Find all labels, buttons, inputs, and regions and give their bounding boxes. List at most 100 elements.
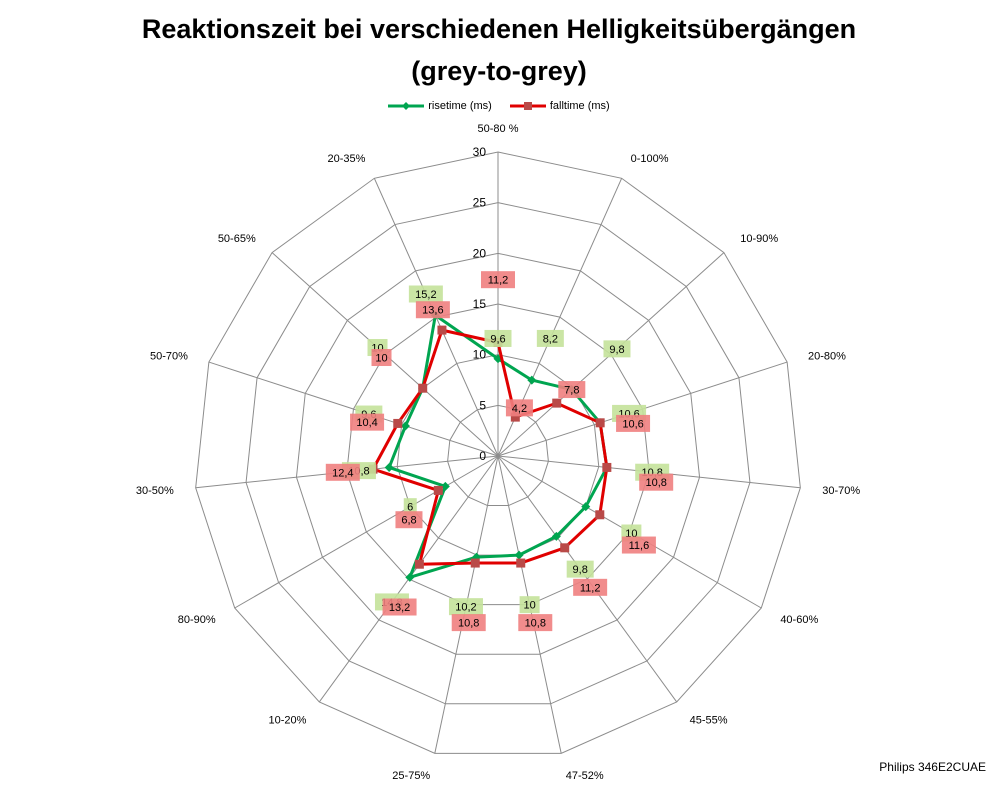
falltime-label-box — [371, 349, 392, 367]
risetime-data-label: 10 — [523, 600, 535, 612]
legend-label-falltime: falltime (ms) — [549, 100, 610, 112]
grid-ring-15 — [346, 303, 650, 606]
falltime-point — [393, 418, 403, 428]
legend-item-falltime: falltime (ms) — [509, 100, 610, 112]
falltime-point — [602, 462, 612, 472]
category-label: 20-80% — [808, 350, 846, 362]
category-label: 40-60% — [780, 614, 818, 626]
falltime-data-label: 11,2 — [580, 582, 601, 594]
falltime-data-label: 11,6 — [629, 540, 650, 552]
falltime-label-box — [415, 301, 450, 319]
falltime-label-box — [573, 578, 608, 596]
spoke-12 — [208, 361, 499, 457]
risetime-data-label: 8,2 — [543, 333, 558, 345]
category-label: 10-90% — [740, 233, 778, 245]
category-label: 47-52% — [566, 770, 604, 782]
falltime-point — [470, 558, 480, 568]
chart-title: Reaktionszeit bei verschiedenen Helligke… — [0, 8, 998, 92]
category-label: 25-75% — [392, 770, 430, 782]
legend-item-risetime: risetime (ms) — [388, 100, 492, 112]
legend-marker-falltime — [509, 102, 546, 110]
risetime-label-box — [448, 598, 483, 616]
falltime-data-label: 10,4 — [356, 417, 377, 429]
risetime-point — [400, 421, 410, 431]
credit-text: Philips 346E2CUAE — [879, 760, 986, 774]
legend-label-risetime: risetime (ms) — [428, 100, 492, 112]
falltime-label-box — [518, 614, 553, 632]
series-line-falltime — [371, 328, 609, 566]
falltime-point — [437, 325, 447, 335]
series-line-risetime — [387, 313, 609, 579]
risetime-point — [384, 462, 394, 472]
risetime-label-box — [484, 329, 512, 347]
falltime-data-label: 7,8 — [564, 385, 579, 397]
category-label: 80-90% — [178, 614, 216, 626]
risetime-label-box — [408, 285, 443, 303]
risetime-data-label: 9,8 — [609, 344, 624, 356]
falltime-data-label: 11,2 — [488, 275, 509, 287]
r-tick-label: 30 — [473, 145, 487, 159]
r-tick-label: 5 — [479, 398, 486, 412]
risetime-label-box — [519, 596, 540, 614]
risetime-point — [440, 481, 450, 491]
r-tick-label: 15 — [473, 297, 487, 311]
r-tick-label: 10 — [473, 348, 487, 362]
falltime-point — [414, 559, 424, 569]
risetime-label-box — [566, 560, 594, 578]
falltime-data-label: 13,2 — [389, 602, 410, 614]
risetime-label-box — [403, 498, 417, 516]
category-label: 45-55% — [690, 715, 728, 727]
category-label: 0-100% — [631, 153, 669, 165]
r-tick-label: 20 — [473, 246, 487, 260]
risetime-data-label: 6 — [407, 502, 413, 514]
falltime-label-box — [382, 598, 417, 616]
falltime-label-box — [639, 473, 674, 491]
category-label: 50-65% — [218, 233, 256, 245]
falltime-data-label: 10 — [375, 353, 387, 365]
falltime-point — [595, 418, 605, 428]
risetime-point — [581, 502, 591, 512]
chart-title-line2: (grey-to-grey) — [411, 56, 587, 86]
grid-ring-25 — [245, 202, 751, 705]
falltime-point — [433, 485, 443, 495]
falltime-data-label: 13,6 — [422, 305, 443, 317]
category-label: 20-35% — [327, 153, 365, 165]
falltime-label-box — [505, 399, 533, 417]
r-tick-label: 0 — [479, 449, 486, 463]
falltime-label-box — [451, 614, 486, 632]
grid-ring-30 — [195, 151, 801, 754]
chart-title-line1: Reaktionszeit bei verschiedenen Helligke… — [141, 14, 857, 44]
falltime-data-label: 10,8 — [525, 618, 546, 630]
falltime-data-label: 10,8 — [645, 477, 666, 489]
risetime-point — [405, 572, 415, 582]
falltime-label-box — [558, 381, 586, 399]
risetime-label-box — [536, 329, 564, 347]
risetime-data-label: 15,2 — [415, 289, 436, 301]
falltime-data-label: 10,6 — [622, 418, 643, 430]
category-label: 30-50% — [136, 485, 174, 497]
category-label: 30-70% — [822, 485, 860, 497]
falltime-label-box — [395, 511, 423, 529]
falltime-point — [516, 558, 526, 568]
risetime-data-label: 10,2 — [455, 602, 476, 614]
falltime-point — [510, 412, 520, 422]
falltime-data-label: 6,8 — [401, 515, 416, 527]
risetime-data-label: 9,8 — [573, 564, 588, 576]
risetime-point — [551, 531, 561, 541]
r-tick-label: 25 — [473, 196, 487, 210]
falltime-label-box — [350, 413, 385, 431]
legend: risetime (ms) falltime (ms) — [0, 100, 998, 112]
falltime-data-label: 4,2 — [512, 403, 527, 415]
category-label: 10-20% — [268, 715, 306, 727]
falltime-point — [552, 398, 562, 408]
falltime-data-label: 10,8 — [458, 618, 479, 630]
falltime-point — [560, 543, 570, 553]
falltime-label-box — [621, 536, 656, 554]
category-label: 50-70% — [150, 350, 188, 362]
grid-ring-5 — [447, 404, 549, 507]
falltime-label-box — [481, 271, 515, 289]
falltime-data-label: 12,4 — [332, 467, 353, 479]
risetime-point — [514, 550, 524, 560]
risetime-data-label: 9,6 — [490, 333, 505, 345]
